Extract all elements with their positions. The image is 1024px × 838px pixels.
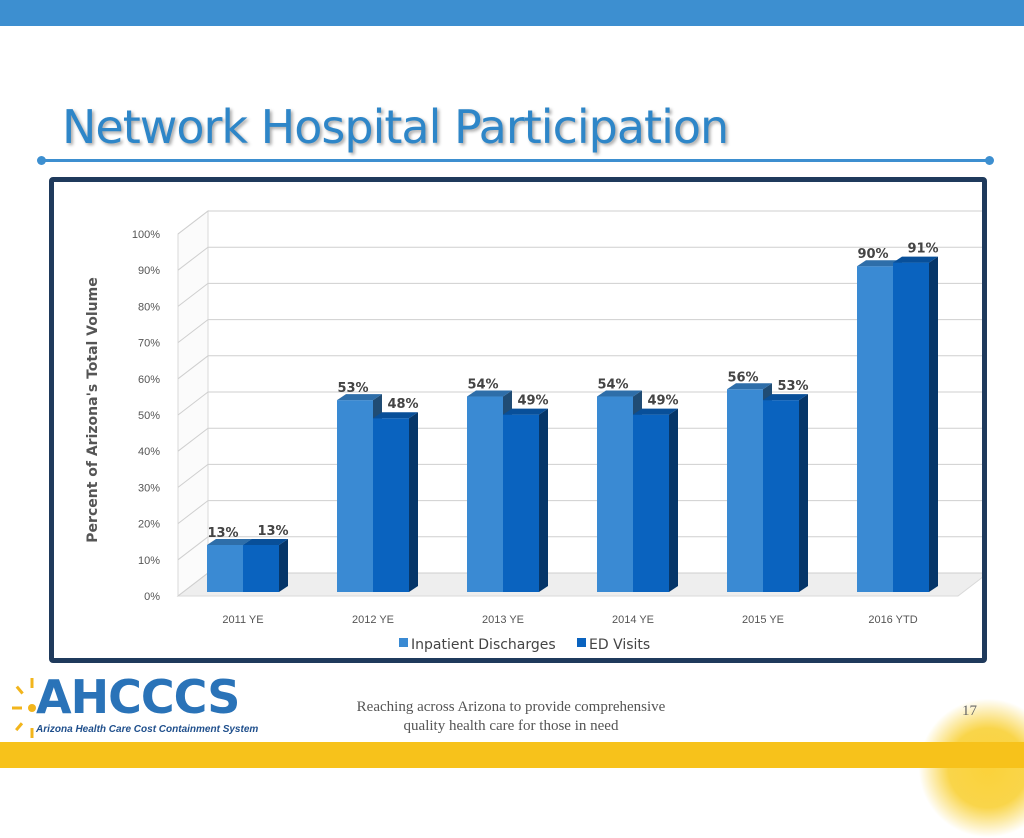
bar-front: [243, 544, 279, 592]
footer-tagline: Reaching across Arizona to provide compr…: [330, 698, 692, 736]
gridline: [177, 319, 982, 343]
bar-front: [727, 389, 763, 592]
y-tick-label: 90%: [138, 265, 160, 277]
bar-top: [207, 538, 252, 545]
bar-chart: 0% 10% 20% 30% 40% 50% 60% 70% 80% 90% 100% Percent…: [85, 209, 982, 653]
bar-front: [467, 396, 503, 592]
data-label: 53%: [777, 379, 808, 394]
data-label: 53%: [337, 381, 368, 396]
bar-side: [409, 412, 418, 592]
gridline: [177, 355, 982, 380]
title-rule: [42, 159, 990, 162]
data-label: 13%: [207, 526, 238, 541]
bar-front: [763, 400, 799, 592]
y-tick-label: 70%: [138, 338, 160, 350]
bar-top: [503, 408, 548, 415]
x-tick-label: 2015 YE: [742, 614, 784, 626]
bar-side: [929, 256, 938, 592]
legend-swatch: [577, 638, 586, 647]
bar-top: [373, 412, 418, 419]
logo-wordmark: AHCCCS: [36, 670, 240, 724]
y-tick-label: 40%: [138, 446, 160, 458]
gridline: [177, 210, 982, 235]
bar-side: [799, 394, 808, 592]
bar-front: [597, 396, 633, 592]
bar-top: [763, 394, 808, 401]
x-tick-label: 2016 YTD: [868, 614, 917, 626]
legend-swatch: [399, 638, 408, 647]
title-rule-dot-left: [37, 156, 46, 165]
y-tick-label: 30%: [138, 482, 160, 494]
y-tick-label: 0%: [144, 591, 160, 603]
x-tick-label: 2012 YE: [352, 614, 394, 626]
bottom-accent-bar: [0, 742, 1024, 768]
legend-label: Inpatient Discharges: [411, 637, 556, 653]
gridline: [177, 282, 982, 307]
sun-logo-icon: [12, 678, 36, 738]
bar-top: [337, 394, 382, 401]
data-label: 49%: [517, 394, 548, 409]
ahcccs-logo: AHCCCS Arizona Health Care Cost Containm…: [10, 670, 258, 742]
bar-side: [669, 408, 678, 592]
data-label: 49%: [647, 394, 678, 409]
y-tick-label: 10%: [138, 555, 160, 567]
footer-tagline-line2: quality health care for those in need: [403, 718, 619, 734]
bar-front: [857, 266, 893, 592]
bar-front: [207, 544, 243, 592]
x-tick-label: 2011 YE: [222, 614, 263, 626]
legend-label: ED Visits: [589, 637, 650, 653]
data-label: 54%: [467, 378, 498, 393]
bar-front: [503, 414, 539, 592]
bar-top: [857, 260, 902, 267]
bar-front: [337, 400, 373, 592]
data-label: 90%: [857, 247, 888, 262]
slide-title: Network Hospital Participation: [62, 100, 729, 154]
y-tick-label: 50%: [138, 410, 160, 422]
y-tick-label: 80%: [138, 301, 160, 313]
data-label: 91%: [907, 242, 938, 257]
bar-front: [373, 418, 409, 592]
page-number: 17: [962, 703, 977, 719]
bar-top: [633, 408, 678, 415]
chart-frame: 0% 10% 20% 30% 40% 50% 60% 70% 80% 90% 100% Percent…: [49, 177, 987, 663]
bar-top: [727, 383, 772, 390]
bar-side: [539, 408, 548, 592]
bar-top: [893, 256, 938, 263]
gridline: [177, 246, 982, 271]
x-tick-label: 2013 YE: [482, 614, 524, 626]
data-label: 48%: [387, 397, 418, 412]
y-tick-label: 20%: [138, 519, 160, 531]
bar-side: [279, 538, 288, 592]
title-rule-dot-right: [985, 156, 994, 165]
footer-tagline-line1: Reaching across Arizona to provide compr…: [356, 699, 666, 715]
y-tick-label: 60%: [138, 374, 160, 386]
logo-subtitle: Arizona Health Care Cost Containment Sys…: [36, 724, 259, 735]
y-axis-title: Percent of Arizona's Total Volume: [85, 277, 101, 542]
data-label: 13%: [257, 524, 288, 539]
data-label: 56%: [727, 370, 758, 385]
top-accent-bar: [0, 0, 1024, 26]
bar-top: [467, 390, 512, 397]
bar-front: [633, 414, 669, 592]
bar-front: [893, 262, 929, 592]
bar-top: [597, 390, 642, 397]
x-tick-label: 2014 YE: [612, 614, 654, 626]
bar-top: [243, 538, 288, 545]
data-label: 54%: [597, 378, 628, 393]
y-tick-label: 100%: [132, 229, 160, 241]
